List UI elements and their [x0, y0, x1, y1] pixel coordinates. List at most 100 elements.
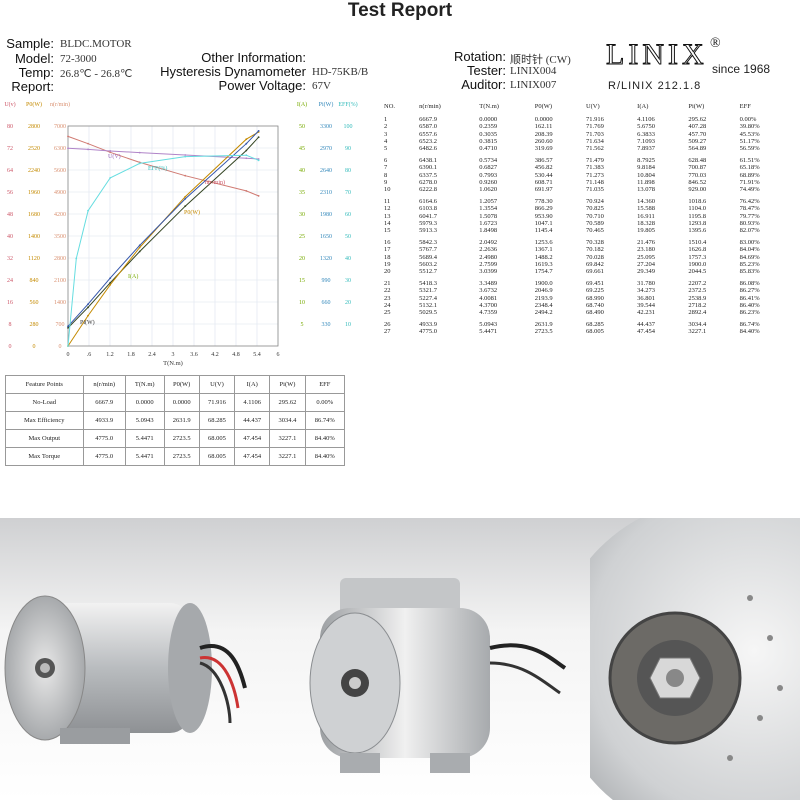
data-table-cell: 628.48: [688, 157, 707, 165]
data-table-cell: 2: [384, 123, 388, 131]
data-table-cell: 69.661: [585, 268, 604, 276]
data-table-cell: 71.035: [585, 186, 604, 194]
y-tick-label: 64: [7, 168, 13, 174]
data-table-header: I(A): [637, 103, 649, 110]
table-row: 20 5512.7 3.0399 1754.7 69.661 29.349 2044.5 85…: [382, 268, 794, 275]
data-table-cell: 2207.2: [688, 280, 707, 288]
data-table-cell: 21: [384, 280, 391, 288]
table-row: 9 6278.0 0.9260 608.71 71.148 11.898 846.52 71.…: [382, 179, 794, 186]
data-point: [67, 345, 69, 347]
y-tick-label: 48: [7, 212, 13, 218]
y-tick-label: 1680: [28, 212, 40, 218]
data-table-cell: 71.383: [585, 164, 604, 172]
y-tick-label: 2240: [28, 168, 40, 174]
data-table-cell: 85.23%: [739, 260, 760, 268]
data-table-cell: 69.842: [585, 260, 604, 268]
y2-tick-label: 660: [322, 300, 331, 306]
y2-tick-label: 100: [344, 124, 353, 130]
y-tick-label: 0: [59, 344, 62, 350]
data-table-cell: 2631.9: [534, 321, 553, 329]
y-tick-label: 280: [30, 322, 39, 328]
data-table-cell: 2723.5: [534, 328, 553, 336]
x-tick-label: 5.4: [253, 352, 261, 358]
data-table-cell: 79.77%: [739, 212, 760, 220]
since-text: since 1968: [712, 62, 771, 76]
feature-table-cell: Max Efficiency: [5, 411, 84, 430]
data-point: [138, 151, 141, 154]
data-table-cell: 700.87: [688, 164, 707, 172]
feature-table-header: U(V): [198, 375, 236, 394]
data-table-cell: 0.3035: [479, 130, 498, 138]
data-point: [184, 174, 187, 177]
y-tick-label: 2800: [54, 256, 66, 262]
curve-label: I(A): [128, 273, 138, 280]
table-row: 17 5767.7 2.2636 1367.1 70.182 23.180 1626.8 84…: [382, 246, 794, 253]
data-table-cell: 5.4471: [479, 328, 498, 336]
data-table-cell: 6438.1: [419, 157, 438, 165]
data-point: [138, 250, 141, 253]
data-table-cell: 4: [384, 137, 388, 145]
table-row: 18 5689.4 2.4980 1488.2 70.028 25.095 1757.3 84…: [382, 254, 794, 261]
y2-tick-label: 2640: [320, 168, 332, 174]
data-table-cell: 68.990: [585, 294, 604, 302]
data-point: [67, 147, 69, 150]
data-table-cell: 456.82: [534, 164, 553, 172]
data-table-cell: 71.634: [585, 137, 604, 145]
data-table-cell: 68.490: [585, 309, 604, 317]
data-table-cell: 23.180: [637, 246, 656, 254]
data-point: [245, 142, 248, 145]
data-table-cell: 4933.9: [419, 321, 438, 329]
data-point: [138, 244, 141, 247]
data-table-cell: 2494.2: [534, 309, 553, 317]
data-table-cell: 0.2359: [479, 123, 498, 131]
sample-label: Sample:: [6, 36, 54, 51]
data-table-cell: 69.451: [585, 280, 604, 288]
data-table-cell: 4.1106: [637, 116, 655, 124]
data-table-cell: 74.49%: [739, 186, 760, 194]
data-point: [245, 149, 248, 152]
data-table-cell: 2372.5: [688, 287, 707, 295]
y2-tick-label: 990: [322, 278, 331, 284]
data-table-cell: 68.005: [585, 328, 604, 336]
y2-tick-label: 30: [299, 212, 305, 218]
data-table-cell: 8.7925: [637, 157, 656, 165]
y2-tick-label: 50: [345, 234, 351, 240]
data-table-cell: 14.360: [637, 198, 656, 206]
data-table-cell: 1619.3: [534, 260, 553, 268]
data-point: [245, 154, 248, 157]
data-table-cell: 23: [384, 294, 391, 302]
y-tick-label: 1120: [28, 256, 40, 262]
sprocket-closeup: [590, 518, 800, 800]
feature-table-cell: 3034.4: [269, 411, 306, 430]
table-row: 8 6337.5 0.7993 530.44 71.273 10.804 770.03 68.…: [382, 172, 794, 179]
data-table-cell: 6482.6: [419, 145, 438, 153]
feature-table-cell: 5.4471: [124, 429, 165, 448]
report-code: R/LINIX 212.1.8: [608, 80, 702, 92]
data-table-cell: 1757.3: [688, 253, 707, 261]
data-table-cell: 260.60: [534, 137, 553, 145]
data-table-cell: 3227.1: [688, 328, 707, 336]
data-table-cell: 0.6827: [479, 164, 498, 172]
data-table-cell: 0.0000: [479, 116, 498, 124]
data-table-cell: 319.69: [534, 145, 553, 153]
data-point: [87, 148, 89, 151]
y2-tick-label: 30: [345, 278, 351, 284]
data-table-cell: 2.4980: [479, 253, 498, 261]
feature-table-cell: 86.74%: [304, 411, 346, 430]
table-row: 6 6438.1 0.5734 386.57 71.479 8.7925 628.48 61.…: [382, 157, 794, 164]
data-table-cell: 80.93%: [739, 219, 760, 227]
y2-tick-label: 15: [299, 278, 305, 284]
sample-value: BLDC.MOTOR: [60, 38, 132, 50]
data-table-cell: 10: [384, 186, 391, 194]
report-label: Report:: [11, 79, 54, 94]
feature-points-table: Feature Points n(r/min) T(N.m) P0(W) U(V) I(A…: [5, 375, 346, 466]
data-table-cell: 3034.4: [688, 321, 707, 329]
data-table-cell: 15: [384, 227, 391, 235]
data-table-cell: 6523.2: [419, 137, 438, 145]
table-row: 12 6103.8 1.3554 866.29 70.825 15.588 1104.0 78…: [382, 205, 794, 212]
data-table-cell: 15.588: [637, 205, 656, 213]
y-tick-label: 16: [7, 300, 13, 306]
data-table-cell: 70.825: [585, 205, 604, 213]
data-table-cell: 2538.9: [688, 294, 707, 302]
y-tick-label: 4900: [54, 190, 66, 196]
